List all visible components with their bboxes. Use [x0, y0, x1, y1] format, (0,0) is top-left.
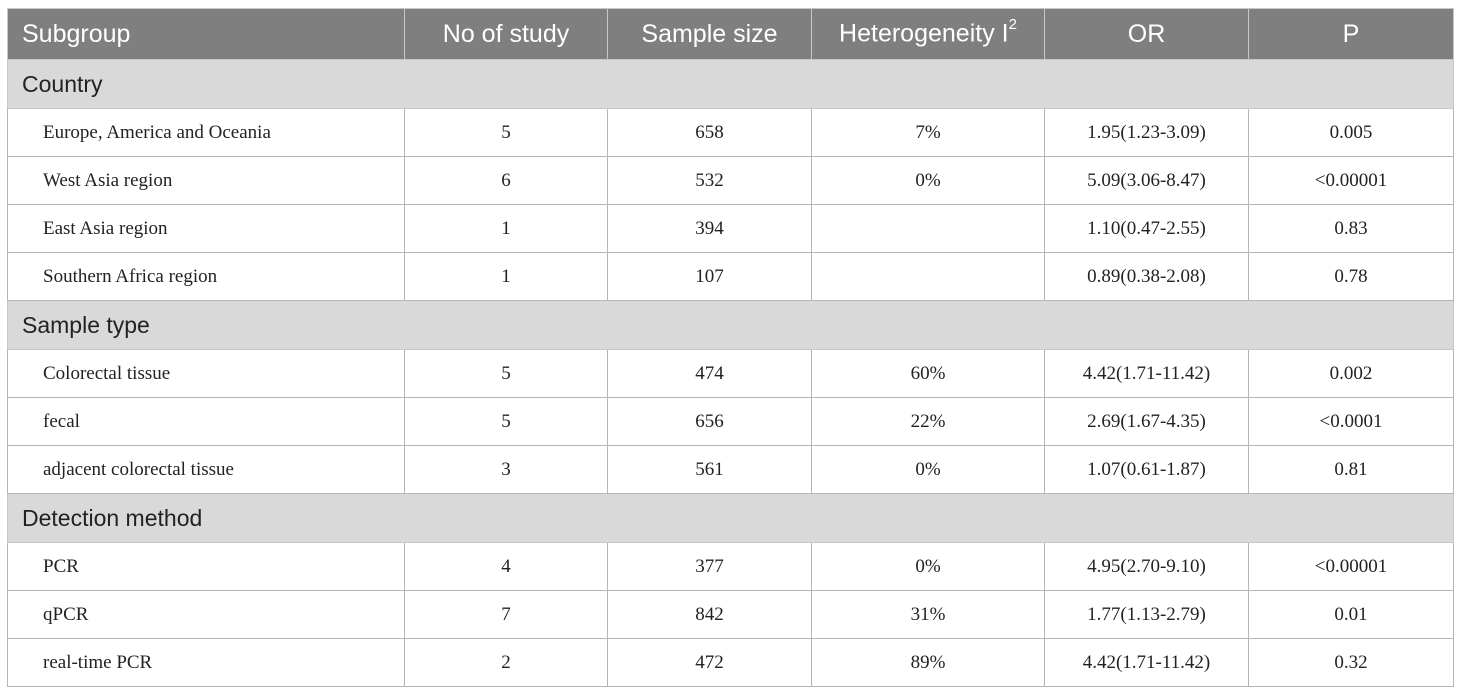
subgroup-analysis-table-container: Subgroup No of study Sample size Heterog… [7, 8, 1454, 687]
no-of-study-cell: 4 [404, 542, 608, 591]
or-cell: 4.42(1.71-11.42) [1044, 349, 1249, 398]
heterogeneity-cell: 0% [811, 156, 1045, 205]
heterogeneity-cell: 31% [811, 590, 1045, 639]
sample-size-cell: 107 [607, 252, 812, 301]
no-of-study-cell: 7 [404, 590, 608, 639]
group-row-sample-type: Sample type [7, 300, 1454, 350]
or-cell: 1.10(0.47-2.55) [1044, 204, 1249, 253]
heterogeneity-cell: 22% [811, 397, 1045, 446]
p-cell: <0.00001 [1248, 542, 1454, 591]
subgroup-cell: East Asia region [7, 204, 405, 253]
p-cell: 0.002 [1248, 349, 1454, 398]
or-cell: 1.95(1.23-3.09) [1044, 108, 1249, 157]
heterogeneity-cell [811, 204, 1045, 253]
subgroup-cell: fecal [7, 397, 405, 446]
heterogeneity-cell: 0% [811, 445, 1045, 494]
heterogeneity-cell: 7% [811, 108, 1045, 157]
sample-size-cell: 561 [607, 445, 812, 494]
p-cell: 0.32 [1248, 638, 1454, 687]
no-of-study-cell: 6 [404, 156, 608, 205]
subgroup-cell: Southern Africa region [7, 252, 405, 301]
subgroup-cell: Colorectal tissue [7, 349, 405, 398]
sample-size-cell: 474 [607, 349, 812, 398]
table-body: Country Europe, America and Oceania 5 65… [7, 59, 1454, 687]
or-cell: 1.07(0.61-1.87) [1044, 445, 1249, 494]
subgroup-cell: real-time PCR [7, 638, 405, 687]
p-cell: <0.0001 [1248, 397, 1454, 446]
group-label: Sample type [7, 300, 1454, 350]
header-subgroup: Subgroup [7, 8, 405, 60]
group-label: Detection method [7, 493, 1454, 543]
p-cell: 0.81 [1248, 445, 1454, 494]
no-of-study-cell: 1 [404, 252, 608, 301]
or-cell: 0.89(0.38-2.08) [1044, 252, 1249, 301]
table-row: qPCR 7 842 31% 1.77(1.13-2.79) 0.01 [7, 590, 1454, 639]
table-header: Subgroup No of study Sample size Heterog… [7, 8, 1454, 60]
no-of-study-cell: 5 [404, 349, 608, 398]
sample-size-cell: 394 [607, 204, 812, 253]
or-cell: 4.95(2.70-9.10) [1044, 542, 1249, 591]
group-row-detection-method: Detection method [7, 493, 1454, 543]
table-row: Colorectal tissue 5 474 60% 4.42(1.71-11… [7, 349, 1454, 398]
table-row: East Asia region 1 394 1.10(0.47-2.55) 0… [7, 204, 1454, 253]
table-row: real-time PCR 2 472 89% 4.42(1.71-11.42)… [7, 638, 1454, 687]
subgroup-cell: Europe, America and Oceania [7, 108, 405, 157]
heterogeneity-cell: 89% [811, 638, 1045, 687]
table-row: PCR 4 377 0% 4.95(2.70-9.10) <0.00001 [7, 542, 1454, 591]
header-no-of-study: No of study [404, 8, 608, 60]
sample-size-cell: 842 [607, 590, 812, 639]
p-cell: 0.01 [1248, 590, 1454, 639]
header-heterogeneity: Heterogeneity I2 [811, 8, 1045, 60]
heterogeneity-cell [811, 252, 1045, 301]
sample-size-cell: 658 [607, 108, 812, 157]
subgroup-cell: qPCR [7, 590, 405, 639]
sample-size-cell: 472 [607, 638, 812, 687]
header-heterogeneity-superscript: 2 [1008, 16, 1017, 34]
no-of-study-cell: 2 [404, 638, 608, 687]
header-or: OR [1044, 8, 1249, 60]
header-heterogeneity-text: Heterogeneity I [839, 19, 1009, 48]
subgroup-analysis-table: Subgroup No of study Sample size Heterog… [7, 8, 1454, 687]
p-cell: <0.00001 [1248, 156, 1454, 205]
header-p: P [1248, 8, 1454, 60]
no-of-study-cell: 5 [404, 108, 608, 157]
header-row: Subgroup No of study Sample size Heterog… [7, 8, 1454, 60]
table-row: West Asia region 6 532 0% 5.09(3.06-8.47… [7, 156, 1454, 205]
table-row: Europe, America and Oceania 5 658 7% 1.9… [7, 108, 1454, 157]
or-cell: 2.69(1.67-4.35) [1044, 397, 1249, 446]
or-cell: 4.42(1.71-11.42) [1044, 638, 1249, 687]
p-cell: 0.83 [1248, 204, 1454, 253]
table-row: Southern Africa region 1 107 0.89(0.38-2… [7, 252, 1454, 301]
group-label: Country [7, 59, 1454, 109]
heterogeneity-cell: 0% [811, 542, 1045, 591]
table-row: fecal 5 656 22% 2.69(1.67-4.35) <0.0001 [7, 397, 1454, 446]
no-of-study-cell: 3 [404, 445, 608, 494]
or-cell: 5.09(3.06-8.47) [1044, 156, 1249, 205]
sample-size-cell: 656 [607, 397, 812, 446]
p-cell: 0.78 [1248, 252, 1454, 301]
or-cell: 1.77(1.13-2.79) [1044, 590, 1249, 639]
heterogeneity-cell: 60% [811, 349, 1045, 398]
sample-size-cell: 377 [607, 542, 812, 591]
table-row: adjacent colorectal tissue 3 561 0% 1.07… [7, 445, 1454, 494]
group-row-country: Country [7, 59, 1454, 109]
no-of-study-cell: 5 [404, 397, 608, 446]
no-of-study-cell: 1 [404, 204, 608, 253]
subgroup-cell: West Asia region [7, 156, 405, 205]
p-cell: 0.005 [1248, 108, 1454, 157]
header-sample-size: Sample size [607, 8, 812, 60]
subgroup-cell: PCR [7, 542, 405, 591]
sample-size-cell: 532 [607, 156, 812, 205]
subgroup-cell: adjacent colorectal tissue [7, 445, 405, 494]
